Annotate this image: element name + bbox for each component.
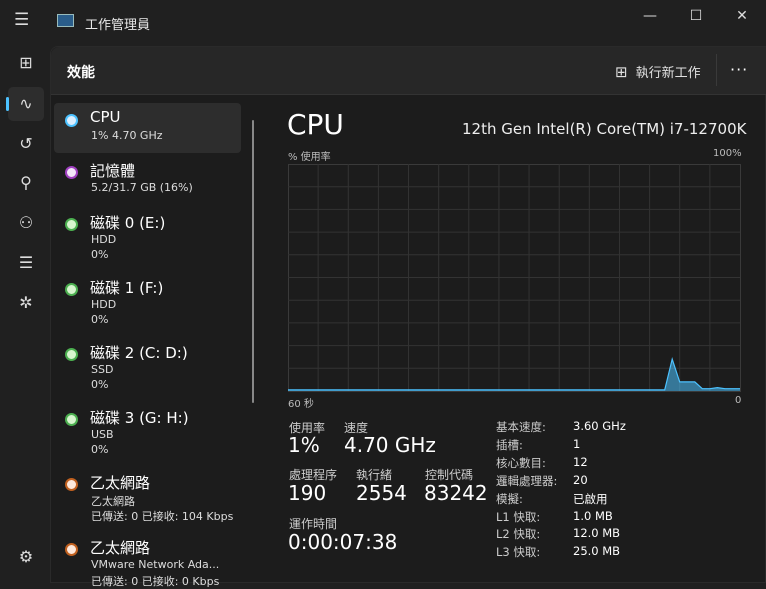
spec-value: 已啟用: [573, 491, 608, 507]
resource-detail: HDD: [91, 233, 116, 246]
y-max-label: 100%: [713, 148, 742, 159]
spec-label: 插槽:: [496, 437, 523, 453]
resource-detail: USB: [91, 428, 114, 441]
spec-label: L2 快取:: [496, 526, 540, 542]
resource-color-icon: [65, 218, 78, 231]
handles-value: 83242: [424, 481, 488, 505]
nav-selection-indicator: [6, 97, 9, 111]
resource-detail: HDD: [91, 298, 116, 311]
resource-item[interactable]: 磁碟 0 (E:) HDD 0%: [54, 207, 241, 257]
resource-name: 磁碟 3 (G: H:): [90, 407, 189, 428]
resource-color-icon: [65, 478, 78, 491]
resource-detail: SSD: [91, 363, 113, 376]
spec-label: 基本速度:: [496, 419, 546, 435]
resource-detail-2: 0%: [91, 248, 108, 261]
x-left-label: 60 秒: [288, 395, 314, 410]
resource-color-icon: [65, 413, 78, 426]
processes-value: 190: [288, 481, 326, 505]
menu-button[interactable]: ☰: [14, 10, 29, 30]
x-right-label: 0: [735, 395, 741, 406]
nav-startup-icon[interactable]: ⚲: [8, 166, 44, 200]
resource-item[interactable]: 磁碟 1 (F:) HDD 0%: [54, 272, 241, 322]
resource-detail-2: 0%: [91, 378, 108, 391]
spec-label: L1 快取:: [496, 509, 540, 525]
nav-app-history-icon[interactable]: ↺: [8, 127, 44, 161]
spec-label: 核心數目:: [496, 455, 546, 471]
resource-detail: 1% 4.70 GHz: [91, 129, 163, 142]
resource-color-icon: [65, 166, 78, 179]
spec-label: L3 快取:: [496, 544, 540, 560]
resource-item[interactable]: 乙太網路 乙太網路 已傳送: 0 已接收: 104 Kbps: [54, 467, 241, 517]
cpu-usage-area: [288, 359, 740, 391]
run-new-task-button[interactable]: ⊞ 執行新工作: [615, 62, 701, 81]
new-task-icon: ⊞: [615, 63, 628, 81]
nav-users-icon[interactable]: ⚇: [8, 206, 44, 240]
spec-value: 25.0 MB: [573, 544, 620, 558]
spec-value: 12: [573, 455, 588, 469]
resource-color-icon: [65, 283, 78, 296]
resource-detail: 乙太網路: [91, 493, 135, 509]
spec-value: 20: [573, 473, 588, 487]
resource-name: 磁碟 1 (F:): [90, 277, 163, 298]
more-options-button[interactable]: ···: [730, 60, 748, 79]
page-title: 效能: [67, 62, 95, 82]
resource-name: 磁碟 0 (E:): [90, 212, 165, 233]
resource-name: 乙太網路: [90, 472, 150, 493]
speed-value: 4.70 GHz: [344, 433, 436, 457]
spec-value: 3.60 GHz: [573, 419, 626, 433]
resource-detail-2: 0%: [91, 443, 108, 456]
cpu-usage-chart: [288, 164, 741, 392]
nav-performance-icon[interactable]: ∿: [8, 87, 44, 121]
resource-color-icon: [65, 114, 78, 127]
resource-item[interactable]: 記憶體 5.2/31.7 GB (16%): [54, 155, 241, 205]
nav-processes-icon[interactable]: ⊞: [8, 46, 44, 80]
spec-value: 1.0 MB: [573, 509, 613, 523]
run-new-task-label: 執行新工作: [636, 66, 701, 81]
resource-detail-2: 0%: [91, 313, 108, 326]
resource-name: CPU: [90, 108, 121, 126]
usage-value: 1%: [288, 433, 320, 457]
resource-detail: 5.2/31.7 GB (16%): [91, 181, 193, 194]
minimize-button[interactable]: —: [635, 6, 665, 26]
resource-item[interactable]: 磁碟 2 (C: D:) SSD 0%: [54, 337, 241, 387]
resource-color-icon: [65, 543, 78, 556]
cpu-model: 12th Gen Intel(R) Core(TM) i7-12700K: [462, 120, 746, 138]
y-axis-label: % 使用率: [288, 148, 331, 163]
window-title: 工作管理員: [85, 14, 150, 33]
divider: [716, 54, 717, 86]
uptime-value: 0:00:07:38: [288, 530, 397, 554]
nav-details-icon[interactable]: ☰: [8, 246, 44, 280]
resource-color-icon: [65, 348, 78, 361]
spec-value: 12.0 MB: [573, 526, 620, 540]
resource-item[interactable]: 乙太網路 VMware Network Ada... 已傳送: 0 已接收: 0…: [54, 532, 241, 582]
resource-name: 磁碟 2 (C: D:): [90, 342, 188, 363]
settings-icon[interactable]: ⚙: [8, 540, 44, 574]
spec-value: 1: [573, 437, 580, 451]
app-icon: [57, 14, 74, 27]
close-button[interactable]: ✕: [727, 6, 757, 26]
threads-value: 2554: [356, 481, 407, 505]
spec-label: 邏輯處理器:: [496, 473, 557, 489]
list-scrollbar[interactable]: [252, 120, 254, 403]
resource-name: 乙太網路: [90, 537, 150, 558]
resource-item[interactable]: CPU 1% 4.70 GHz: [54, 103, 241, 153]
resource-detail-2: 已傳送: 0 已接收: 0 Kbps: [91, 573, 219, 589]
maximize-button[interactable]: ☐: [681, 6, 711, 26]
resource-detail-2: 已傳送: 0 已接收: 104 Kbps: [91, 508, 233, 524]
resource-item[interactable]: 磁碟 3 (G: H:) USB 0%: [54, 402, 241, 452]
resource-name: 記憶體: [90, 160, 135, 181]
resource-detail: VMware Network Ada...: [91, 558, 219, 571]
spec-label: 模擬:: [496, 491, 523, 507]
cpu-title: CPU: [287, 108, 344, 141]
nav-services-icon[interactable]: ✲: [8, 286, 44, 320]
